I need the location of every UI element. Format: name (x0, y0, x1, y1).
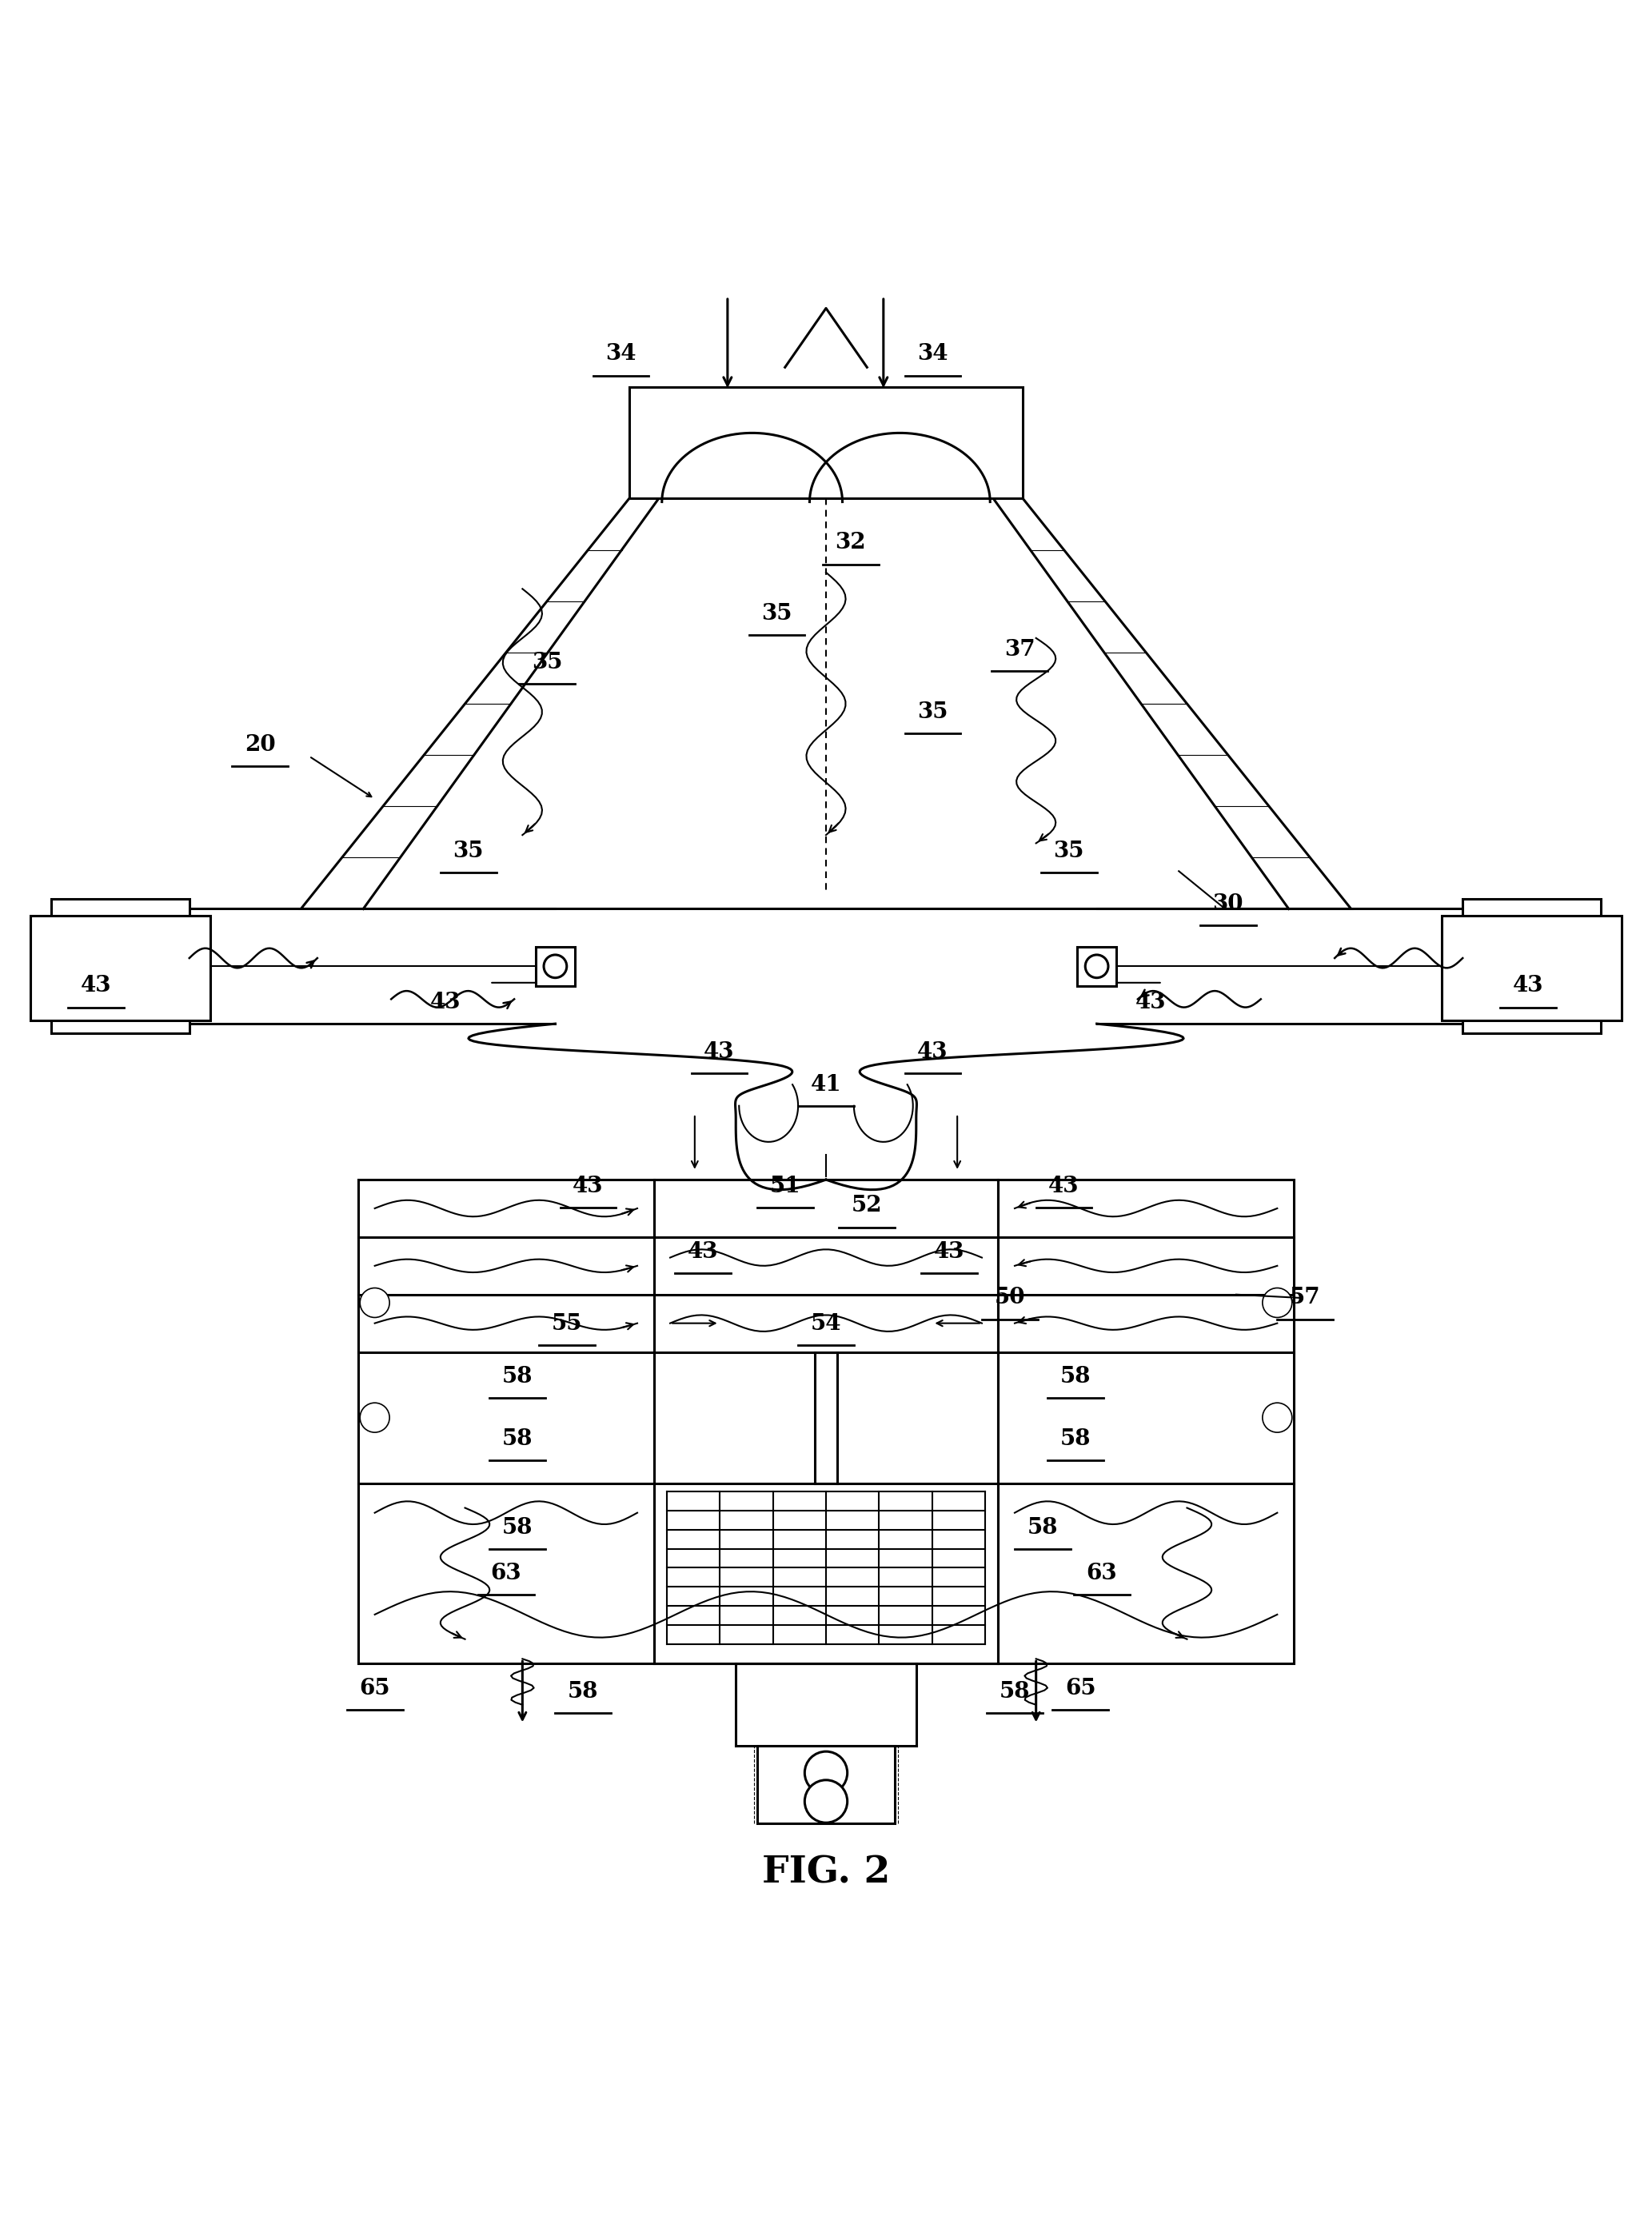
Text: 58: 58 (502, 1366, 534, 1388)
Text: 58: 58 (502, 1428, 534, 1450)
Text: 58: 58 (1061, 1366, 1090, 1388)
Text: 50: 50 (995, 1288, 1026, 1308)
Text: 58: 58 (1061, 1428, 1090, 1450)
Text: 43: 43 (430, 991, 461, 1014)
Text: 65: 65 (360, 1678, 390, 1700)
Text: 43: 43 (687, 1241, 719, 1263)
Circle shape (1262, 1404, 1292, 1433)
Circle shape (360, 1288, 390, 1317)
Text: 35: 35 (532, 653, 562, 673)
Bar (1441, 916, 1622, 1020)
Text: 32: 32 (836, 532, 866, 555)
Circle shape (1085, 956, 1108, 978)
Text: 35: 35 (762, 602, 793, 624)
Circle shape (1262, 1288, 1292, 1317)
Bar (629, 388, 1023, 499)
Text: 30: 30 (1213, 893, 1244, 916)
Text: 43: 43 (704, 1040, 735, 1063)
Circle shape (360, 1404, 390, 1433)
Text: 63: 63 (491, 1562, 522, 1584)
Text: 34: 34 (606, 343, 636, 365)
Text: 41: 41 (811, 1074, 841, 1096)
Text: 43: 43 (1513, 976, 1543, 996)
Polygon shape (301, 499, 1351, 909)
Text: 57: 57 (1290, 1288, 1320, 1308)
Text: 34: 34 (917, 343, 948, 365)
Text: 58: 58 (568, 1680, 598, 1702)
Bar (757, 1747, 895, 1823)
Text: 63: 63 (1087, 1562, 1117, 1584)
Bar (358, 1179, 1294, 1664)
Text: FIG. 2: FIG. 2 (762, 1854, 890, 1892)
Text: 35: 35 (453, 840, 484, 862)
Bar (1077, 947, 1117, 987)
Text: 52: 52 (851, 1194, 882, 1216)
Circle shape (544, 956, 567, 978)
Text: 43: 43 (933, 1241, 965, 1263)
Circle shape (805, 1751, 847, 1794)
Text: 35: 35 (1054, 840, 1084, 862)
Text: 37: 37 (1004, 639, 1036, 659)
Text: 58: 58 (502, 1517, 534, 1537)
Text: 58: 58 (999, 1680, 1031, 1702)
Text: 54: 54 (811, 1312, 841, 1335)
Bar (535, 947, 575, 987)
Bar (1462, 900, 1601, 1034)
Text: 43: 43 (81, 976, 111, 996)
Circle shape (805, 1780, 847, 1823)
Text: 43: 43 (1135, 991, 1166, 1014)
Text: 43: 43 (917, 1040, 948, 1063)
Text: 43: 43 (573, 1176, 603, 1196)
Text: 43: 43 (1049, 1176, 1079, 1196)
Bar (654, 1179, 998, 1664)
Text: 65: 65 (1066, 1678, 1095, 1700)
Text: 20: 20 (244, 733, 276, 755)
Bar (30, 916, 211, 1020)
Text: 58: 58 (1028, 1517, 1057, 1537)
Bar (51, 900, 190, 1034)
Text: 51: 51 (770, 1176, 801, 1196)
Text: 55: 55 (552, 1312, 582, 1335)
Text: 35: 35 (917, 702, 948, 722)
